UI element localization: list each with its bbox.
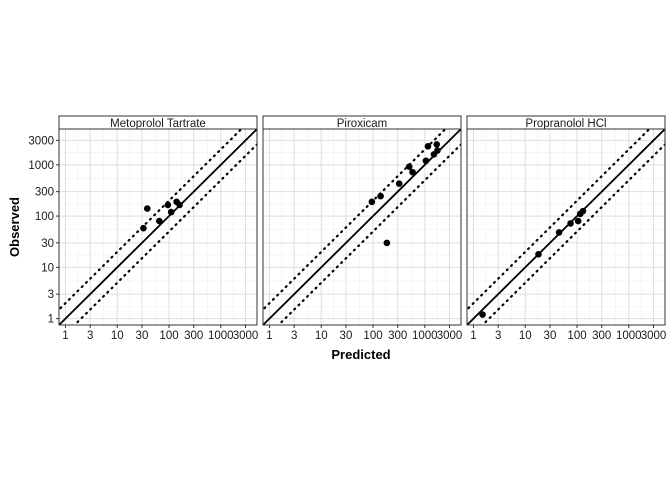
x-tick-label: 100 (159, 330, 178, 342)
fold-error-line (481, 142, 665, 325)
data-point (555, 229, 563, 236)
x-tick-label: 1 (266, 330, 272, 342)
x-tick-label: 300 (184, 330, 203, 342)
x-axis-label: Predicted (331, 347, 390, 362)
facet-panels: Metoprolol Tartrate Piroxicam Propranolol … (58, 115, 666, 326)
data-point (140, 224, 147, 232)
data-point (405, 163, 413, 170)
facet-panel: Metoprolol Tartrate (58, 115, 258, 326)
y-axis-label: Observed (7, 197, 22, 257)
data-point (567, 220, 574, 227)
data-point (156, 217, 163, 225)
x-tick-label: 10 (315, 330, 328, 342)
x-tick-label: 10 (111, 330, 124, 342)
x-tick-label: 3000 (233, 330, 259, 342)
data-point (433, 141, 441, 148)
data-point (479, 311, 486, 318)
x-tick-label: 30 (340, 330, 353, 342)
panel-border (466, 128, 666, 326)
data-point (368, 198, 376, 206)
x-tick-labels: 1 3 10 30 100 300 1000 3000 1 3 10 30 100 300 1000 3000… (62, 325, 666, 342)
x-tick-label: 1000 (412, 330, 438, 342)
y-tick-label: 10 (41, 262, 54, 274)
data-point (383, 239, 391, 247)
facet-title: Propranolol HCl (525, 118, 606, 130)
facet-title: Metoprolol Tartrate (110, 118, 206, 130)
x-tick-label: 3000 (641, 330, 667, 342)
identity-line (59, 129, 257, 325)
data-point (164, 201, 172, 209)
fold-error-line (73, 142, 257, 325)
x-tick-label: 10 (519, 330, 532, 342)
x-tick-label: 300 (592, 330, 611, 342)
x-tick-label: 3 (291, 330, 297, 342)
data-point (176, 201, 183, 209)
fold-error-line (467, 129, 651, 312)
x-tick-label: 1 (470, 330, 476, 342)
y-tick-label: 100 (35, 211, 54, 223)
y-tick-label: 1 (48, 314, 54, 326)
x-tick-label: 3000 (437, 330, 463, 342)
x-tick-label: 1000 (616, 330, 642, 342)
facet-title: Piroxicam (337, 118, 387, 130)
y-tick-label: 3000 (28, 135, 54, 147)
data-point (143, 205, 151, 212)
panel-border (262, 128, 462, 326)
data-point (395, 180, 403, 187)
x-tick-label: 30 (544, 330, 557, 342)
panel-border (58, 128, 258, 326)
x-tick-label: 300 (388, 330, 407, 342)
y-tick-label: 30 (41, 238, 54, 250)
data-point (422, 157, 430, 165)
data-point (434, 147, 441, 154)
data-point (377, 192, 384, 200)
x-tick-label: 100 (363, 330, 382, 342)
identity-line (467, 129, 665, 325)
fold-error-line (263, 129, 447, 312)
x-tick-label: 1000 (208, 330, 234, 342)
y-tick-label: 1000 (28, 160, 54, 172)
data-point (424, 142, 432, 150)
x-tick-label: 1 (62, 330, 68, 342)
data-point (574, 217, 582, 225)
data-point (409, 168, 416, 176)
x-tick-label: 30 (136, 330, 149, 342)
fold-error-line (277, 142, 461, 325)
x-tick-label: 100 (567, 330, 586, 342)
facet-panel: Piroxicam (262, 115, 462, 326)
y-tick-label: 3 (48, 289, 54, 301)
facet-panel: Propranolol HCl (466, 115, 666, 326)
fold-error-line (59, 129, 243, 312)
data-point (579, 207, 587, 215)
data-point (535, 250, 542, 258)
x-tick-label: 3 (87, 330, 93, 342)
x-tick-label: 3 (495, 330, 501, 342)
y-tick-label: 300 (35, 187, 54, 199)
y-tick-labels: 1 3 10 30 100 300 1000 3000 (28, 135, 59, 326)
data-point (167, 208, 175, 216)
